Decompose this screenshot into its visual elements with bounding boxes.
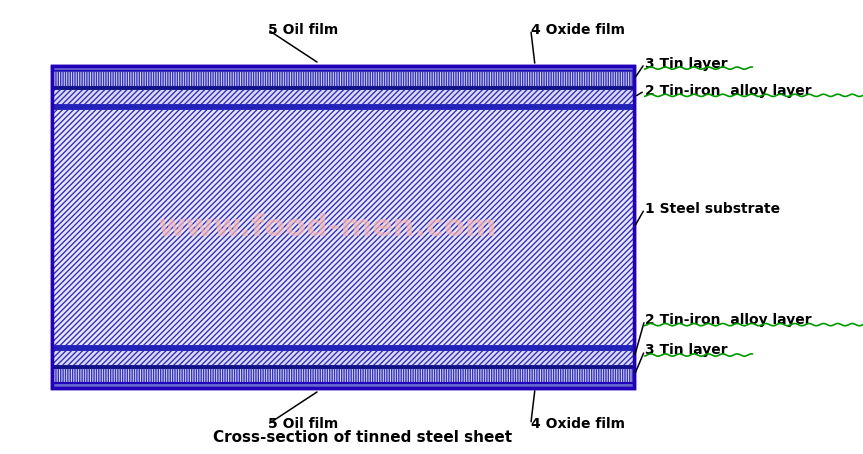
Bar xyxy=(52,350,634,365)
Text: 3 Tin layer: 3 Tin layer xyxy=(645,344,728,357)
Text: 4 Oxide film: 4 Oxide film xyxy=(531,418,625,431)
Text: 2 Tin-iron  alloy layer: 2 Tin-iron alloy layer xyxy=(645,313,811,327)
Bar xyxy=(52,66,634,388)
Text: 3 Tin layer: 3 Tin layer xyxy=(645,57,728,70)
Bar xyxy=(52,104,634,109)
Text: Cross-section of tinned steel sheet: Cross-section of tinned steel sheet xyxy=(213,430,512,445)
Bar xyxy=(52,345,634,350)
Bar xyxy=(52,383,634,388)
Bar xyxy=(52,89,634,104)
Bar xyxy=(52,66,634,71)
Text: www.food-men.com: www.food-men.com xyxy=(158,212,498,242)
Bar xyxy=(52,71,634,86)
Bar xyxy=(52,368,634,383)
Text: 5 Oil film: 5 Oil film xyxy=(268,418,337,431)
Bar xyxy=(52,86,634,89)
Bar xyxy=(52,109,634,345)
Bar xyxy=(52,365,634,368)
Text: 5 Oil film: 5 Oil film xyxy=(268,23,337,36)
Bar xyxy=(52,66,634,388)
Text: 1 Steel substrate: 1 Steel substrate xyxy=(645,202,780,216)
Text: 2 Tin-iron  alloy layer: 2 Tin-iron alloy layer xyxy=(645,84,811,98)
Text: 4 Oxide film: 4 Oxide film xyxy=(531,23,625,36)
